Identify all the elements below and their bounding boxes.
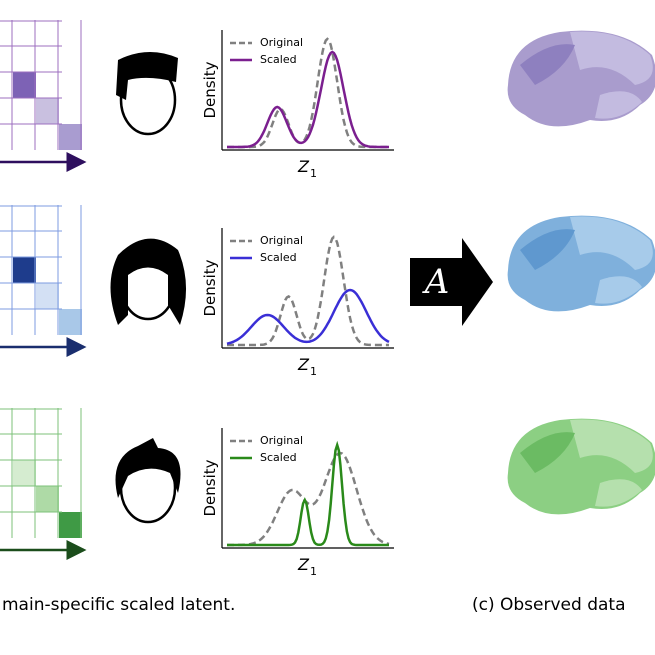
legend-label: Original [260,234,303,247]
operator-arrow [410,238,493,326]
brain-region [520,432,575,473]
grid-cell [59,309,82,335]
brain-region [570,216,653,270]
legend-label: Original [260,36,303,49]
grid-cell [59,512,82,538]
row: Original Scaled Density Z 1 [0,408,655,578]
original-curve [227,235,389,347]
grid-cell [13,257,36,283]
y-axis-label: Density [201,259,219,316]
legend-label: Scaled [260,251,297,264]
original-curve [227,451,390,547]
grid-cell [13,72,36,98]
grid-cell [13,460,36,486]
x-axis-label: Z [297,355,310,374]
hair [116,51,178,100]
brain-region [570,419,653,473]
x-axis-label: Z [297,157,310,176]
row: Original Scaled Density Z 1 [0,20,655,180]
brain-region [520,44,575,85]
legend-label: Scaled [260,451,297,464]
brain-region [595,91,642,119]
scaled-curve [227,440,389,547]
x-axis-label: Z [297,555,310,574]
legend-label: Original [260,434,303,447]
x-axis-label-sub: 1 [310,167,317,180]
scaled-curve [226,288,390,345]
legend-label: Scaled [260,53,297,66]
grid-cell [36,98,59,124]
x-axis-label-sub: 1 [310,565,317,578]
grid-cell [59,124,82,150]
row: Original Scaled Density Z 1 [0,205,655,378]
caption: main-specific scaled latent. [2,595,235,615]
hair [110,238,187,325]
hair [115,438,181,498]
scaled-curve [227,50,389,149]
brain-region [595,479,642,507]
brain-region [520,229,575,270]
original-curve [227,37,389,149]
grid-cell [36,283,59,309]
grid-cell [36,486,59,512]
x-axis-label-sub: 1 [310,365,317,378]
brain-region [595,276,642,304]
operator-label: A [422,262,450,302]
y-axis-label: Density [201,61,219,118]
y-axis-label: Density [201,459,219,516]
brain-region [570,31,653,85]
caption: (c) Observed data [472,595,626,615]
